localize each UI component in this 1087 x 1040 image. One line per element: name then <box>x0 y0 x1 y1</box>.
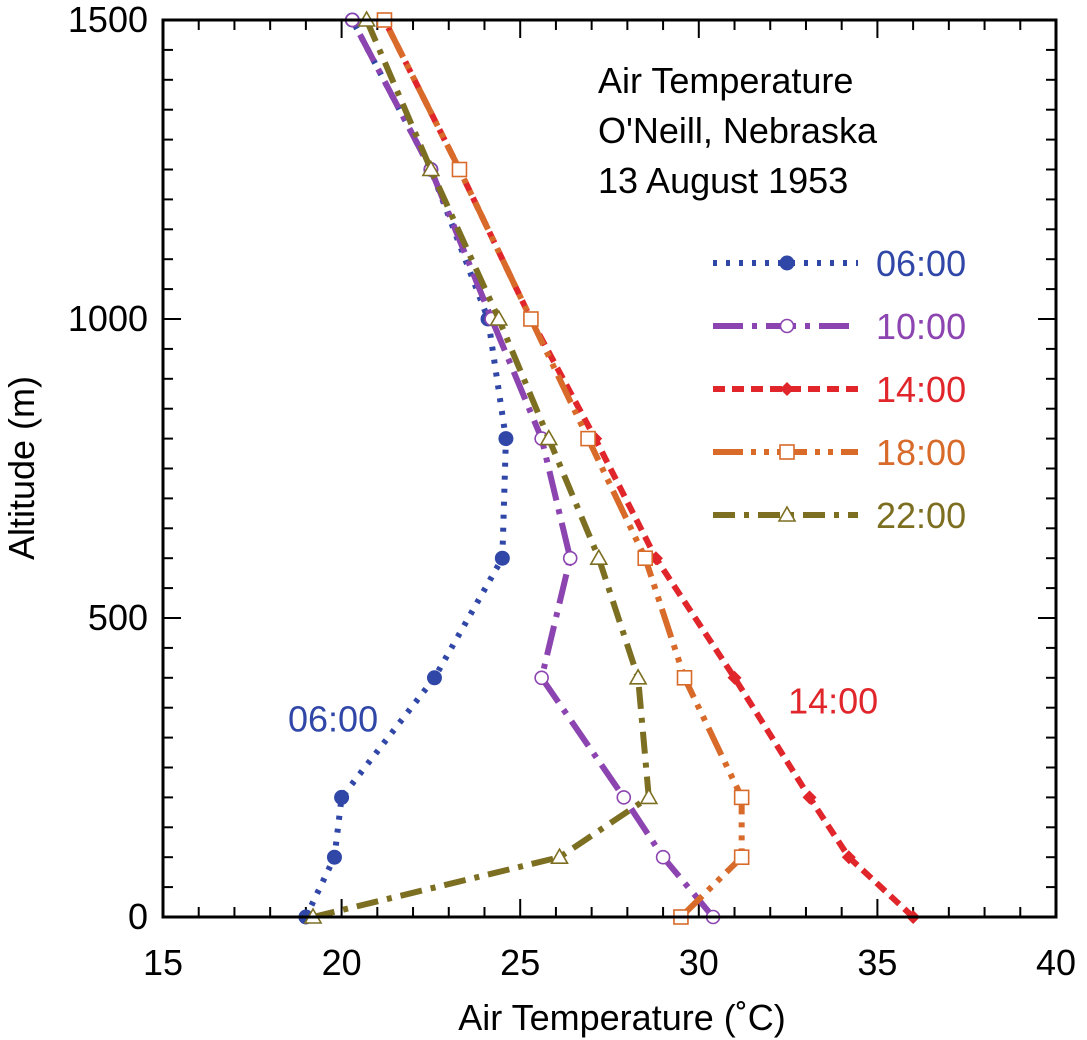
data-point <box>494 550 510 566</box>
annotations: 06:00 14:00 <box>288 681 878 740</box>
legend-label: 22:00 <box>876 495 966 536</box>
data-point <box>655 849 671 865</box>
legend-item: 06:00 <box>713 243 966 284</box>
series-1 <box>298 12 514 925</box>
legend-item: 14:00 <box>713 369 966 410</box>
data-point <box>589 548 609 566</box>
data-point <box>421 159 441 177</box>
data-point <box>616 790 632 805</box>
data-point <box>534 670 549 686</box>
plot-frame <box>161 18 1058 919</box>
legend-label: 06:00 <box>876 243 966 284</box>
data-point <box>628 668 648 685</box>
data-point <box>562 550 578 566</box>
legend-marker <box>777 505 797 522</box>
y-axis-label: Altitude (m) <box>1 376 42 560</box>
legend-marker <box>779 255 795 271</box>
x-tick-label: 15 <box>143 942 183 983</box>
series-5 <box>303 10 659 924</box>
data-point <box>802 790 817 805</box>
title-line-2: O'Neill, Nebraska <box>598 110 878 151</box>
y-tick-label: 1500 <box>68 0 148 40</box>
series-line <box>381 18 745 920</box>
legend-label: 18:00 <box>876 432 966 473</box>
data-point <box>580 430 596 447</box>
axis-ticks <box>162 19 1057 918</box>
legend: 06:00 10:00 14:00 18:00 22:00 <box>713 243 966 536</box>
x-tick-label: 20 <box>322 942 362 983</box>
series-annotation: 14:00 <box>788 681 878 722</box>
series-layer <box>298 10 921 925</box>
data-point <box>727 670 742 685</box>
legend-label: 14:00 <box>876 369 966 410</box>
legend-item: 10:00 <box>713 306 966 347</box>
data-point <box>733 789 750 806</box>
legend-marker <box>780 382 794 396</box>
data-point <box>639 787 659 805</box>
data-point <box>550 847 569 865</box>
chart-title: Air Temperature O'Neill, Nebraska 13 Aug… <box>598 60 878 201</box>
y-tick-label: 0 <box>128 896 148 937</box>
data-point <box>489 309 509 326</box>
tick-labels: 15 20 25 30 35 40 0 500 1000 1500 <box>68 0 1076 983</box>
legend-item: 22:00 <box>713 495 966 536</box>
data-point <box>498 431 514 447</box>
x-tick-label: 25 <box>500 942 540 983</box>
data-point <box>523 311 539 327</box>
title-line-1: Air Temperature <box>598 60 853 101</box>
series-line <box>312 18 652 920</box>
data-point <box>334 789 350 805</box>
data-point <box>733 849 750 866</box>
data-point <box>539 428 559 446</box>
series-annotation: 06:00 <box>288 699 378 740</box>
data-point <box>637 550 654 567</box>
series-line <box>303 18 509 919</box>
legend-marker <box>779 444 795 460</box>
data-point <box>426 670 442 686</box>
legend-item: 18:00 <box>713 432 966 473</box>
series-4 <box>376 12 750 925</box>
x-tick-label: 30 <box>679 942 719 983</box>
title-line-3: 13 August 1953 <box>598 160 848 201</box>
x-tick-label: 35 <box>857 942 897 983</box>
data-point <box>676 669 693 686</box>
series-line <box>349 18 716 919</box>
legend-label: 10:00 <box>876 306 966 347</box>
data-point <box>841 850 856 865</box>
y-tick-label: 500 <box>88 597 148 638</box>
y-tick-label: 1000 <box>68 298 148 339</box>
data-point <box>451 161 468 178</box>
legend-marker <box>779 318 795 334</box>
x-tick-label: 40 <box>1036 942 1076 983</box>
x-axis-label: Air Temperature (˚C) <box>458 997 785 1038</box>
data-point <box>326 849 342 865</box>
